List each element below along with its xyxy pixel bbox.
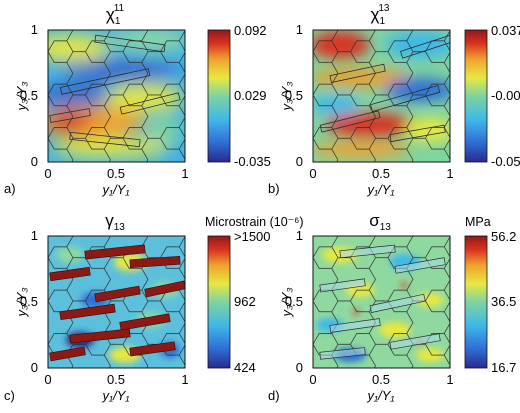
panel-b-ytick-1: 1: [296, 22, 303, 37]
panel-c-ylabel: y₃/Y₃: [14, 287, 29, 317]
panel-c-xtick-1: 1: [181, 372, 188, 387]
panel-d-xtick-0: 0: [309, 372, 316, 387]
panel-d-colorbar: [464, 235, 488, 369]
panel-c-unit: Microstrain (10⁻⁶): [205, 215, 304, 229]
panel-b-xtick-05: 0.5: [372, 166, 390, 181]
panel-c-ytick-05: 0.5: [20, 294, 38, 309]
panel-c-colorbar-mid: 962: [234, 294, 256, 309]
panel-b-colorbar: [464, 29, 488, 163]
panel-c: γ13 Microstrain (10⁻⁶) 1 0.5 0 0 0.5 1 y…: [4, 211, 304, 403]
panel-c-letter: c): [4, 388, 15, 403]
panel-a-colorbar: [207, 29, 231, 163]
panel-d: σ13 MPa 1 0.5 0 0 0.5 1 y₁/Y₁ y₃/Y₃ d) 5…: [268, 211, 516, 403]
panel-c-frame: [47, 235, 186, 369]
panel-b-field-map: [313, 30, 450, 162]
panel-c-xtick-0: 0: [44, 372, 51, 387]
panel-b-frame: [312, 29, 451, 163]
panel-d-colorbar-mid: 36.5: [491, 294, 516, 309]
panel-d-xlabel: y₁/Y₁: [367, 388, 395, 403]
panel-b-title: χ113: [371, 3, 390, 27]
panel-b-xlabel: y₁/Y₁: [367, 182, 395, 197]
panel-a-frame: [47, 29, 186, 163]
panel-d-xtick-1: 1: [446, 372, 453, 387]
panel-d-colorbar-min: 16.7: [491, 360, 516, 375]
panel-c-xtick-05: 0.5: [107, 372, 125, 387]
panel-a-letter: a): [4, 181, 16, 196]
panel-a-colorbar-max: 0.092: [234, 23, 267, 38]
panel-d-ytick-05: 0.5: [285, 294, 303, 309]
panel-a-ylabel: y₃/Y₃: [14, 81, 29, 111]
panel-d-title: σ13: [369, 211, 391, 233]
panel-a-ytick-1: 1: [31, 22, 38, 37]
panel-b-letter: b): [268, 181, 280, 196]
panel-c-title: γ13: [105, 211, 125, 233]
panel-b-xtick-1: 1: [446, 166, 453, 181]
panel-b-ytick-05: 0.5: [285, 88, 303, 103]
panel-d-field-map: [313, 236, 450, 368]
panel-b-xtick-0: 0: [309, 166, 316, 181]
panel-d-unit: MPa: [465, 215, 491, 229]
panel-b-colorbar-min: -0.053: [491, 154, 520, 169]
panel-b: χ113 1 0.5 0 0 0.5 1 y₁/Y₁ y₃/Y₃ b) 0.03…: [268, 3, 520, 197]
panel-d-xtick-05: 0.5: [372, 372, 390, 387]
panel-c-xlabel: y₁/Y₁: [102, 388, 130, 403]
panel-c-field-map: [48, 236, 185, 368]
panel-c-ytick-0: 0: [31, 360, 38, 375]
panel-a: χ111 1 0.5 0 0 0.5 1 y₁/Y₁ y₃/Y₃ a) 0.09…: [4, 3, 271, 197]
panel-c-ytick-1: 1: [31, 228, 38, 243]
panel-d-frame: [312, 235, 451, 369]
panel-a-colorbar-min: -0.035: [234, 154, 271, 169]
panel-a-xtick-05: 0.5: [107, 166, 125, 181]
panel-c-colorbar-min: 424: [234, 360, 256, 375]
panel-a-xtick-0: 0: [44, 166, 51, 181]
panel-b-ylabel: y₃/Y₃: [279, 81, 294, 111]
panel-a-title: χ111: [106, 3, 125, 27]
panel-d-colorbar-max: 56.2: [491, 229, 516, 244]
panel-d-ytick-1: 1: [296, 228, 303, 243]
panel-a-colorbar-mid: 0.029: [234, 88, 267, 103]
panel-c-colorbar: [207, 235, 231, 369]
panel-d-ytick-0: 0: [296, 360, 303, 375]
panel-a-xlabel: y₁/Y₁: [102, 182, 130, 197]
panel-a-field-map: [48, 30, 185, 162]
panel-a-xtick-1: 1: [181, 166, 188, 181]
panel-d-letter: d): [268, 388, 280, 403]
panel-a-ytick-0: 0: [31, 154, 38, 169]
panel-d-ylabel: y₃/Y₃: [279, 287, 294, 317]
panel-b-colorbar-mid: -0.008: [491, 88, 520, 103]
panel-a-ytick-05: 0.5: [20, 88, 38, 103]
panel-c-colorbar-max: >1500: [234, 229, 271, 244]
panel-b-colorbar-max: 0.037: [491, 23, 520, 38]
panel-b-ytick-0: 0: [296, 154, 303, 169]
